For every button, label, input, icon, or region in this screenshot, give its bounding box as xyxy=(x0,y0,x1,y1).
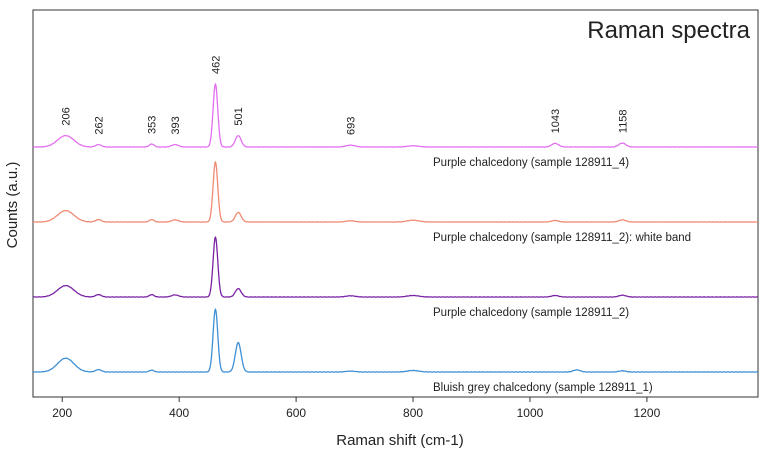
peak-label: 693 xyxy=(345,117,357,135)
axes-layer: 200 400 600 800 1000 1200 xyxy=(32,9,759,420)
series-line-4 xyxy=(32,308,759,373)
peak-label: 1043 xyxy=(550,109,562,133)
chart-title: Raman spectra xyxy=(587,17,750,44)
y-axis-title: Counts (a.u.) xyxy=(4,162,21,249)
series-line-2 xyxy=(32,161,759,223)
x-tick-label: 200 xyxy=(52,406,72,420)
x-tick-label: 400 xyxy=(169,406,189,420)
series-label-3: Purple chalcedony (sample 128911_2) xyxy=(433,307,629,319)
peak-label: 462 xyxy=(210,56,222,74)
peak-label: 262 xyxy=(93,116,105,134)
series-line-3 xyxy=(32,236,759,298)
series-label-2: Purple chalcedony (sample 128911_2): whi… xyxy=(433,232,691,244)
series-layer xyxy=(32,83,759,373)
peak-label: 393 xyxy=(170,116,182,134)
labels-layer: Purple chalcedony (sample 128911_4) Purpl… xyxy=(61,56,691,394)
series-label-4: Bluish grey chalcedony (sample 128911_1) xyxy=(433,382,653,394)
series-line-1 xyxy=(32,83,759,148)
peak-label: 353 xyxy=(147,116,159,134)
peak-label: 206 xyxy=(61,107,73,125)
x-tick-label: 1000 xyxy=(517,406,544,420)
x-tick-label: 600 xyxy=(286,406,306,420)
peak-label: 1158 xyxy=(617,109,629,133)
plot-frame xyxy=(32,9,759,398)
peak-label: 501 xyxy=(233,107,245,125)
x-tick-label: 800 xyxy=(403,406,423,420)
x-tick-label: 1200 xyxy=(634,406,661,420)
series-label-1: Purple chalcedony (sample 128911_4) xyxy=(433,157,629,169)
x-axis-title: Raman shift (cm-1) xyxy=(336,432,464,449)
